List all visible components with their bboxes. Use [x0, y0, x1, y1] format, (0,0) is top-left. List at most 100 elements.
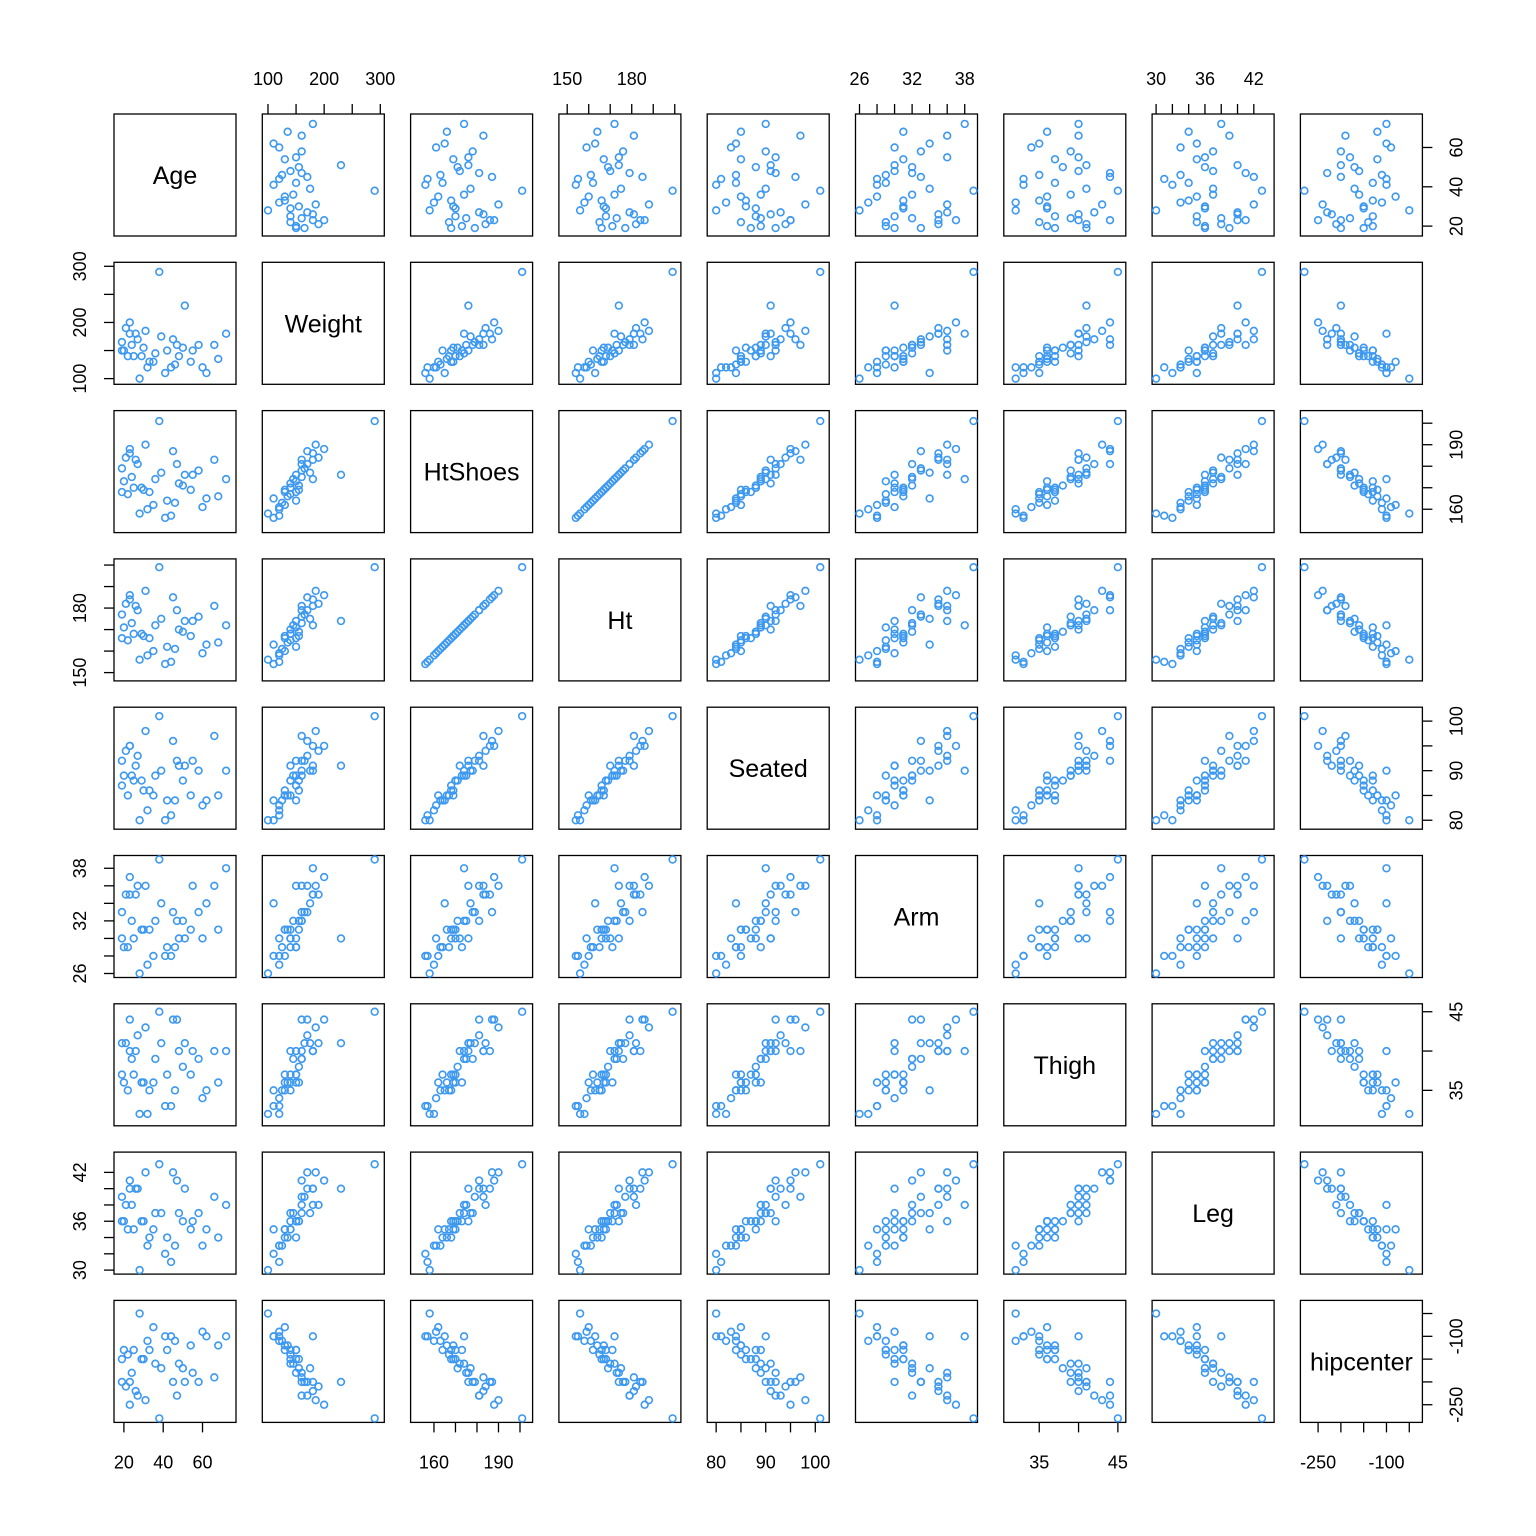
data-point	[141, 440, 150, 449]
data-point	[951, 216, 961, 225]
data-point	[479, 1184, 488, 1193]
data-point	[1184, 496, 1193, 505]
data-point	[464, 1046, 473, 1056]
data-point	[280, 925, 290, 934]
data-point	[907, 162, 917, 172]
data-point	[573, 511, 583, 520]
data-point	[1373, 1070, 1382, 1079]
data-point	[766, 160, 775, 170]
data-point	[319, 1400, 329, 1409]
data-point	[942, 1168, 952, 1177]
data-point	[275, 934, 284, 943]
data-point	[1042, 346, 1052, 355]
data-point	[1327, 601, 1336, 611]
data-point	[1082, 1364, 1091, 1373]
data-point	[597, 786, 606, 795]
data-point	[741, 1078, 751, 1087]
data-point	[1373, 1225, 1382, 1234]
data-point	[1241, 606, 1250, 615]
data-point	[776, 208, 785, 217]
data-point	[1382, 1101, 1391, 1111]
data-point	[899, 492, 908, 501]
data-point	[907, 1062, 917, 1071]
data-point	[145, 925, 154, 934]
data-point	[455, 761, 464, 770]
data-point	[1035, 1225, 1044, 1234]
panel-frame-1-3	[558, 261, 682, 385]
data-point	[1336, 907, 1346, 917]
data-point	[907, 756, 917, 765]
data-point	[1066, 1208, 1075, 1218]
data-point	[1184, 942, 1193, 952]
data-point	[590, 1332, 600, 1341]
data-point	[881, 346, 891, 355]
data-point	[180, 761, 190, 770]
data-point	[726, 1327, 736, 1336]
data-point	[178, 627, 188, 636]
data-point	[1233, 335, 1242, 344]
data-point	[1377, 360, 1387, 369]
data-point	[1200, 153, 1210, 162]
data-point	[1386, 502, 1396, 512]
data-point	[1027, 649, 1036, 658]
data-point	[1184, 1086, 1193, 1095]
data-point	[746, 1354, 756, 1364]
data-point	[1249, 736, 1259, 746]
panel-frame-2-7	[1151, 409, 1275, 534]
data-point	[1368, 633, 1378, 643]
data-point	[1200, 343, 1210, 352]
data-point	[638, 736, 647, 746]
data-point	[951, 1176, 961, 1185]
data-point	[141, 326, 150, 336]
data-point	[1082, 1377, 1091, 1387]
data-point	[711, 374, 721, 383]
data-point	[890, 143, 899, 152]
data-point	[214, 1078, 223, 1087]
data-point	[1336, 1015, 1346, 1024]
data-point	[459, 621, 469, 630]
data-point	[425, 655, 434, 664]
data-point	[1192, 925, 1202, 934]
data-point	[726, 649, 736, 658]
data-point	[119, 771, 129, 780]
data-point	[370, 855, 379, 864]
data-point	[319, 216, 329, 225]
data-point	[951, 318, 961, 327]
data-point	[1176, 934, 1185, 943]
data-point	[336, 470, 346, 480]
data-point	[305, 184, 315, 193]
data-point	[625, 1031, 634, 1040]
data-point	[603, 162, 613, 172]
data-point	[143, 1336, 152, 1346]
data-point	[1208, 1038, 1218, 1048]
data-point	[934, 323, 943, 333]
data-point	[1200, 881, 1210, 891]
data-point	[129, 629, 138, 639]
data-point	[1359, 202, 1368, 211]
data-point	[1066, 907, 1075, 917]
data-point	[1217, 214, 1226, 223]
data-point	[580, 960, 589, 969]
data-point	[1168, 659, 1177, 669]
data-point	[590, 494, 600, 503]
data-point	[736, 1070, 746, 1079]
data-point	[470, 907, 480, 917]
data-point	[731, 1345, 741, 1355]
panel-frame-6-5	[854, 1003, 979, 1127]
data-point	[771, 346, 780, 355]
data-point	[1377, 170, 1387, 180]
data-point	[1318, 326, 1327, 336]
data-point	[1019, 368, 1028, 378]
data-point	[1233, 455, 1242, 464]
data-point	[1042, 192, 1052, 201]
data-point	[586, 1336, 596, 1346]
data-point	[1368, 1078, 1378, 1087]
data-point	[1336, 160, 1346, 170]
data-point	[1359, 1078, 1368, 1087]
data-point	[494, 1023, 503, 1032]
data-point	[1058, 776, 1068, 785]
panel-frame-0-7	[1151, 113, 1275, 237]
data-point	[117, 781, 127, 790]
data-point	[776, 1184, 785, 1193]
data-point	[1160, 511, 1169, 520]
